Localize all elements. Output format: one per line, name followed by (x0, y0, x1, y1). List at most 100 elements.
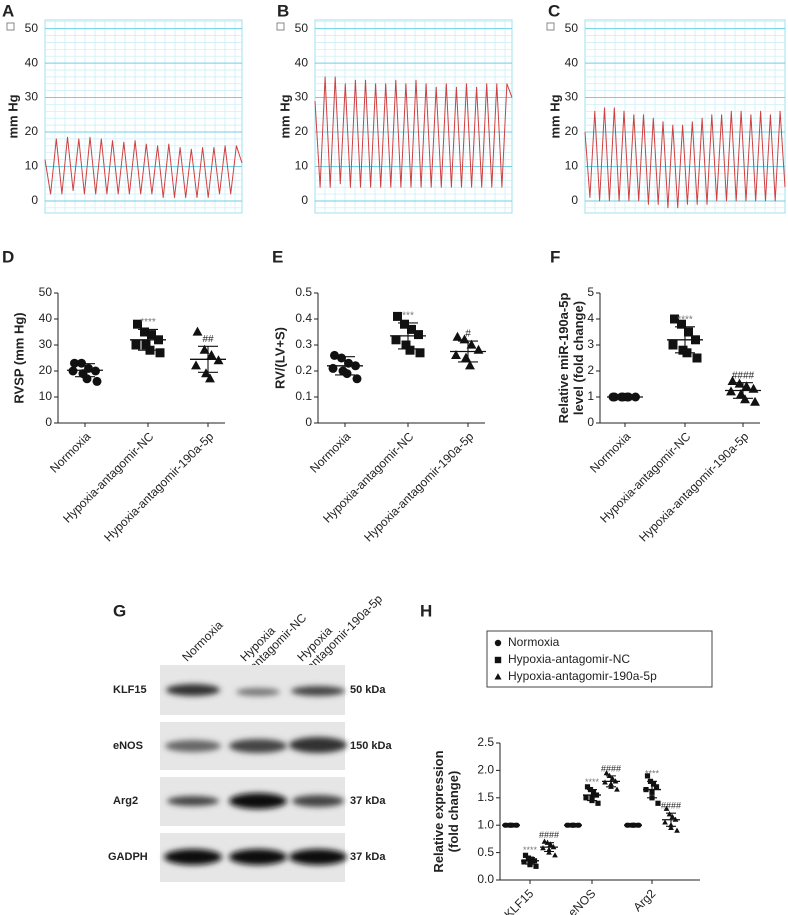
band (167, 796, 219, 806)
y-tick-label: 40 (39, 311, 53, 325)
y-tick-label: 10 (295, 159, 309, 173)
square-marker (584, 784, 591, 790)
square-marker (595, 800, 601, 806)
square-marker (653, 784, 660, 790)
panel-label: F (550, 247, 560, 266)
x-tick-label: Arg2 (631, 886, 659, 914)
legend-label: Normoxia (508, 635, 560, 649)
size-label: 37 kDa (350, 851, 386, 863)
square-marker (677, 319, 686, 329)
band (292, 795, 344, 807)
y-tick-label: 2.0 (477, 763, 494, 777)
y-axis-label: mm Hg (547, 94, 562, 138)
band (236, 688, 280, 696)
x-tick-label: Hypoxia-antagomir-190a-5p (636, 429, 751, 544)
sd-bar (398, 322, 418, 350)
y-tick-label: 2 (587, 363, 594, 377)
y-tick-label: 0 (45, 415, 52, 429)
square-marker (155, 348, 165, 358)
y-tick-label: 0.4 (295, 311, 312, 325)
sd-bar (544, 842, 554, 853)
blot-column-label: Normoxia (179, 618, 225, 664)
square-marker (414, 330, 423, 340)
sd-bar (675, 326, 695, 354)
x-tick-label: Hypoxia-antagomir-190a-5p (361, 429, 476, 544)
y-tick-label: 40 (25, 55, 39, 69)
y-tick-label: 3 (587, 337, 594, 351)
triangle-marker (206, 350, 217, 359)
triangle-marker (674, 827, 680, 833)
sd-bar (615, 395, 635, 399)
legend-label: Hypoxia-antagomir-190a-5p (508, 669, 657, 683)
triangle-marker (466, 339, 477, 349)
square-marker (522, 852, 529, 858)
significance-label: #### (601, 763, 621, 773)
square-marker (583, 795, 589, 801)
band (291, 686, 345, 696)
square-marker (393, 311, 402, 321)
y-tick-label: 0.5 (477, 845, 494, 859)
significance-label: **** (677, 314, 693, 325)
sd-bar (458, 340, 478, 363)
chart-panel: D RVSP (mm Hg) 0 10 20 30 40 50 NormoxiaHypoxia-… (2, 247, 226, 545)
menu-icon (276, 22, 285, 31)
panel-label: D (2, 247, 14, 266)
band (229, 739, 287, 753)
triangle-marker (750, 396, 760, 406)
significance-label: **** (140, 317, 156, 328)
pressure-trace (314, 76, 513, 188)
sd-bar (628, 824, 638, 827)
size-label: 150 kDa (350, 740, 392, 752)
significance-label: **** (523, 845, 538, 855)
panel-label: A (2, 1, 14, 20)
legend-box (486, 630, 713, 688)
sd-bar (733, 382, 753, 399)
y-tick-label: 30 (565, 90, 579, 104)
y-tick-label: 30 (295, 90, 309, 104)
y-tick-label: 1.0 (477, 817, 494, 831)
triangle-marker (546, 849, 552, 855)
legend-label: Hypoxia-antagomir-NC (508, 652, 630, 666)
sd-bar (606, 775, 616, 788)
y-tick-label: 20 (565, 124, 579, 138)
panel-label: H (420, 601, 432, 620)
band (289, 849, 347, 865)
sd-bar (525, 856, 535, 865)
square-marker (521, 859, 527, 865)
significance-label: **** (585, 777, 600, 787)
circle-marker (337, 353, 346, 363)
blot-column-label: Hypoxiaantagomir-190a-5p (294, 583, 385, 674)
band (165, 740, 221, 752)
triangle-marker (452, 331, 463, 341)
panel-label: B (277, 1, 289, 20)
chart-panel: Amm Hg 0 10 20 30 40 50 (2, 1, 243, 214)
plot-frame (314, 19, 513, 214)
significance-label: #### (661, 801, 681, 811)
y-axis-label: Relative expression (431, 750, 446, 872)
square-marker (133, 319, 142, 329)
sd-bar (568, 824, 578, 827)
significance-label: #### (732, 370, 755, 381)
pressure-trace (44, 136, 243, 198)
triangle-marker (199, 344, 210, 354)
protein-label: GADPH (108, 851, 148, 863)
triangle-marker (494, 673, 502, 680)
y-tick-label: 20 (39, 363, 53, 377)
y-axis-label: (fold change) (446, 771, 461, 853)
sd-bar (666, 812, 676, 827)
square-marker (407, 324, 416, 334)
square-marker (655, 800, 661, 806)
triangle-marker (461, 352, 471, 362)
x-tick-label: Hypoxia-antagomir-190a-5p (101, 429, 216, 544)
x-tick-label: eNOS (565, 886, 598, 915)
y-tick-label: 0.1 (295, 389, 312, 403)
sd-bar (506, 824, 516, 827)
column-line: Normoxia (179, 618, 225, 664)
square-marker (140, 327, 149, 337)
y-tick-label: 50 (25, 21, 39, 35)
circle-marker (68, 366, 78, 376)
y-tick-label: 0.0 (477, 872, 494, 886)
plot-frame (44, 19, 243, 214)
square-marker (650, 781, 657, 787)
y-tick-label: 4 (587, 311, 594, 325)
